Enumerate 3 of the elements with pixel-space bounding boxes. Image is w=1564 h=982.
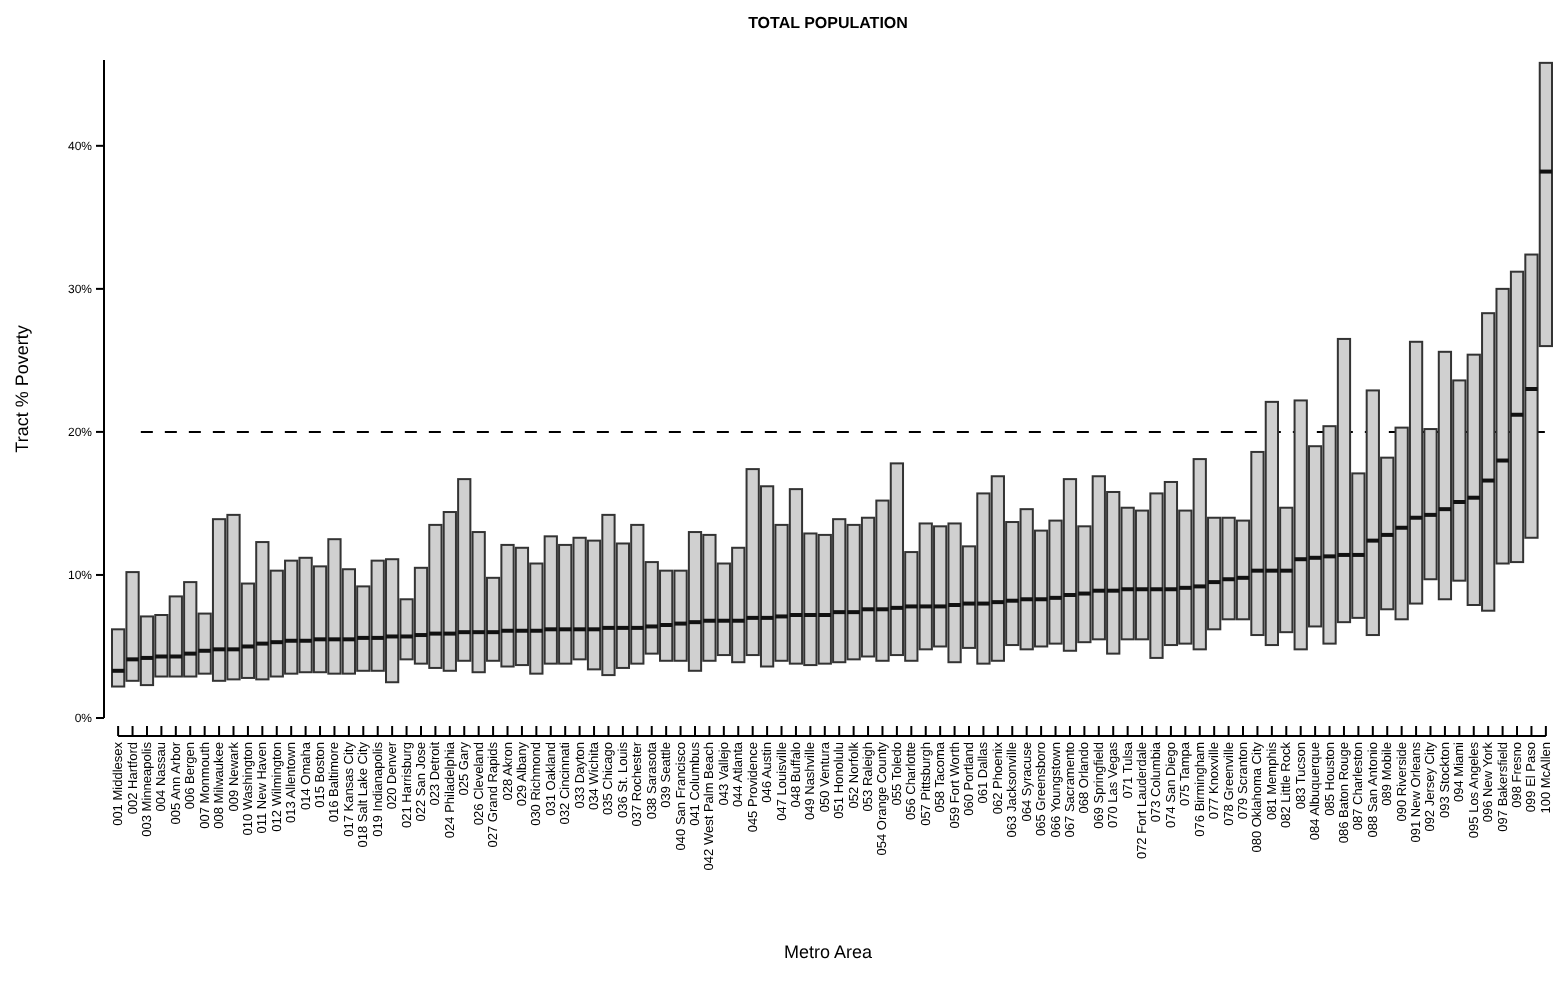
y-axis-title: Tract % Poverty bbox=[12, 324, 32, 453]
x-axis-title: Metro Area bbox=[783, 942, 873, 962]
chart-title: TOTAL POPULATION bbox=[748, 14, 909, 32]
